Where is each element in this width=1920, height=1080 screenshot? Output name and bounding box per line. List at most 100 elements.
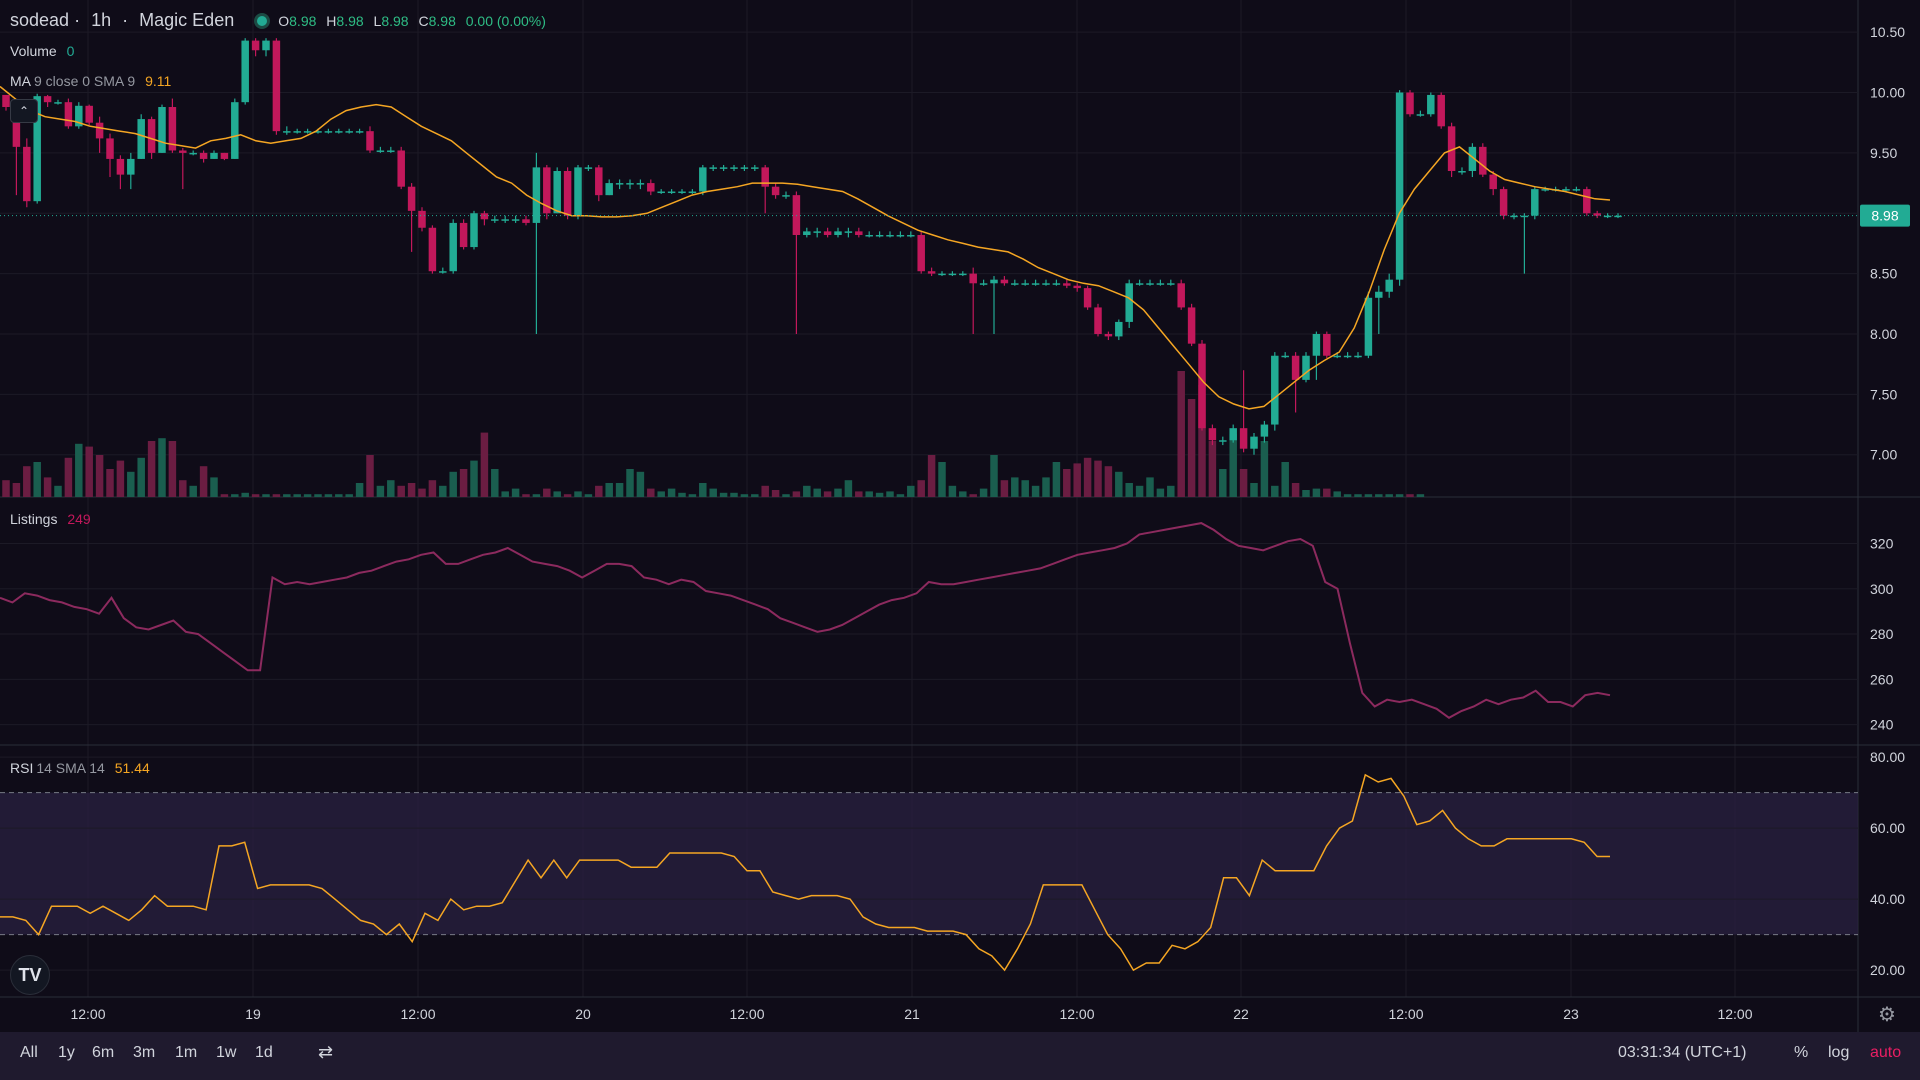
calendar-range-icon[interactable]: ⇄ [318,1042,334,1062]
chart-canvas[interactable]: 12:00 19 12:00 20 12:00 21 12:00 22 12:00 23 12:00… [0,0,1920,1032]
candle-body [251,40,260,51]
candle-body [64,102,73,127]
auto-toggle[interactable]: auto [1870,1044,1902,1061]
volume-bar [158,438,166,497]
rsi-value: 51.44 [114,760,150,776]
timeframe-6m[interactable]: 6m [92,1044,115,1061]
listings-legend[interactable]: Listings 249 [10,511,97,527]
candle-body [948,273,957,276]
candle-body [480,213,489,220]
candle-body [231,102,239,159]
gear-icon[interactable]: ⚙ [1878,1004,1896,1026]
volume-bar [2,480,10,497]
volume-bar [823,491,832,497]
rsi-legend[interactable]: RSI 14 SMA 14 51.44 [10,760,156,776]
candle-body [1011,283,1019,285]
volume-legend[interactable]: Volume 0 [10,43,80,59]
candle-body [43,96,52,103]
candle-body [1427,94,1435,115]
candle-body [2,94,10,108]
volume-bar [1031,485,1040,497]
candle-body [1073,285,1081,289]
percent-toggle[interactable]: % [1794,1044,1809,1061]
volume-bar [595,485,603,497]
volume-bar [85,446,93,497]
candle-body [532,167,541,223]
candle-body [272,40,281,132]
candle-body [95,122,104,139]
price-tick-label: 7.50 [1870,386,1897,402]
candle-body [1520,215,1529,218]
price-tick-label: 10.00 [1870,85,1905,101]
timeframe-3m[interactable]: 3m [133,1044,156,1061]
timeframe-1d[interactable]: 1d [255,1044,273,1061]
timeframe-1w[interactable]: 1w [216,1044,237,1061]
candle-body [1603,215,1612,218]
volume-bar [1073,463,1081,497]
high-label: H [326,13,337,29]
volume-bar [428,480,437,497]
candle-body [283,131,291,133]
candle-body [522,219,530,223]
volume-bar [1177,371,1185,497]
candle-body [210,152,218,159]
tradingview-logo-icon[interactable]: TV [10,955,50,995]
candle-body [834,231,842,235]
volume-bar [1271,485,1279,497]
x-tick-label: 12:00 [400,1006,435,1022]
interval-label[interactable]: 1h [91,10,112,30]
collapse-legend-button[interactable]: ⌃ [10,99,38,123]
volume-bar [584,494,593,497]
volume-bar [418,488,426,497]
timeframe-1m[interactable]: 1m [175,1044,198,1061]
candle-body [345,131,353,133]
candle-body [116,158,125,175]
volume-bar [678,492,686,497]
x-tick-label: 20 [575,1006,591,1022]
candle-body [397,150,405,187]
last-price-badge [1860,204,1910,227]
volume-bar [927,455,936,497]
candle-body [740,167,749,169]
candle-body [23,146,31,202]
price-tick-label: 8.00 [1870,326,1897,342]
volume-bar [1042,477,1050,497]
volume-bar [615,483,624,497]
volume-bar [1354,494,1362,497]
symbol-name[interactable]: sodead [10,10,70,30]
volume-bar [969,494,977,497]
volume-bar [12,483,21,497]
candle-body [595,167,603,196]
clock-display[interactable]: 03:31:34 (UTC+1) [1618,1044,1747,1061]
log-toggle[interactable]: log [1828,1044,1850,1061]
volume-bar [709,488,717,497]
candle-body [1354,355,1362,358]
volume-bar [667,488,676,497]
candle-body [12,107,21,147]
volume-bar [345,494,353,497]
volume-bar [397,485,405,497]
listings-tick-label: 320 [1870,535,1894,551]
volume-bar [293,494,301,497]
timeframe-all[interactable]: All [20,1044,38,1061]
volume-bar [1260,441,1269,497]
candle-body [615,183,624,185]
volume-bar [1115,471,1123,497]
candle-body [667,191,676,194]
timeframe-1y[interactable]: 1y [58,1044,75,1061]
volume-bar [335,494,343,497]
candle-body [449,222,457,272]
volume-bar [855,491,863,497]
candle-body [303,131,312,133]
candle-body [418,210,426,228]
candle-body [1208,428,1217,441]
candle-body [1406,92,1414,115]
candle-body [938,273,946,276]
candle-body [1593,213,1601,216]
ma-legend[interactable]: MA 9 close 0 SMA 9 9.11 [10,73,177,89]
candle-body [751,167,759,169]
candle-body [1198,343,1206,429]
volume-bar [1094,460,1102,497]
ma-params: 9 close 0 SMA 9 [34,73,136,89]
ma-line [0,85,1611,410]
